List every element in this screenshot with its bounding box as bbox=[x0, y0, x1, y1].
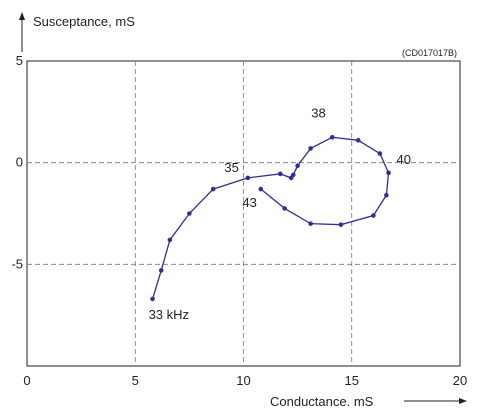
data-point bbox=[295, 163, 300, 169]
point-annotation: 43 bbox=[242, 195, 256, 210]
x-axis-arrow-head bbox=[459, 398, 467, 404]
data-point bbox=[258, 186, 264, 192]
data-point bbox=[377, 151, 383, 156]
data-point bbox=[308, 221, 313, 226]
point-annotation: 40 bbox=[397, 152, 411, 167]
data-point bbox=[245, 175, 251, 181]
data-point bbox=[282, 206, 287, 211]
y-axis-arrow-head bbox=[19, 12, 25, 20]
point-annotation: 35 bbox=[224, 160, 238, 175]
y-tick-label: 0 bbox=[16, 155, 23, 170]
data-point bbox=[355, 138, 361, 143]
data-point bbox=[167, 237, 173, 243]
point-annotation: 33 kHz bbox=[149, 307, 189, 322]
series-line bbox=[151, 136, 390, 300]
data-point bbox=[158, 268, 164, 273]
x-tick-label: 0 bbox=[23, 373, 30, 388]
point-annotations: 33 kHz 35 38 40 43 bbox=[149, 105, 411, 322]
y-tick-label: -5 bbox=[11, 256, 23, 271]
x-tick-label: 10 bbox=[236, 373, 250, 388]
x-tick-label: 20 bbox=[453, 373, 467, 388]
y-tick-label: 5 bbox=[16, 53, 23, 68]
data-point bbox=[329, 134, 335, 140]
data-point bbox=[384, 192, 389, 198]
data-point bbox=[386, 170, 391, 176]
x-tick-label: 15 bbox=[345, 373, 359, 388]
data-point bbox=[278, 171, 283, 177]
data-point bbox=[187, 211, 192, 216]
data-point bbox=[308, 146, 313, 151]
data-point bbox=[150, 296, 155, 302]
x-axis-title: Conductance. mS bbox=[270, 394, 374, 409]
tick-labels: 0 5 10 15 20 5 0 -5 bbox=[11, 53, 467, 388]
data-point bbox=[210, 186, 216, 192]
x-tick-label: 5 bbox=[132, 373, 139, 388]
y-axis-title: Susceptance, mS bbox=[33, 14, 135, 29]
grid-lines bbox=[27, 61, 460, 366]
data-point bbox=[290, 172, 296, 178]
data-point bbox=[338, 222, 344, 227]
data-point bbox=[371, 213, 376, 218]
reference-code: (CD017017B) bbox=[402, 48, 457, 58]
data-series bbox=[150, 134, 391, 302]
point-annotation: 38 bbox=[311, 105, 325, 120]
